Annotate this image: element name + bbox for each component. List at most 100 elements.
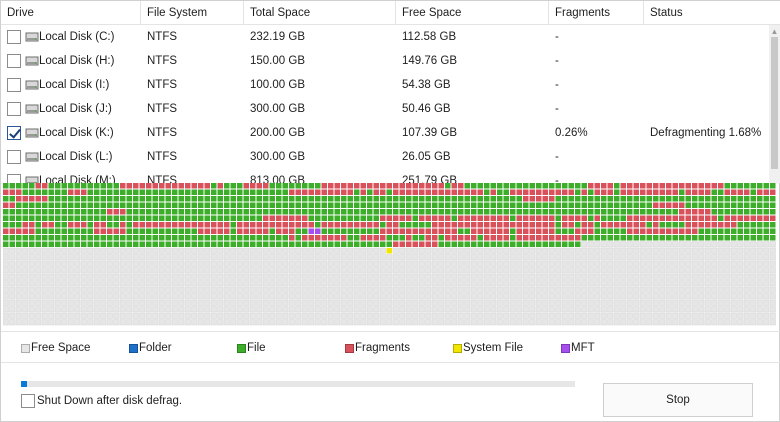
cluster-block: [88, 307, 94, 313]
cluster-block: [699, 229, 705, 235]
cluster-block: [42, 300, 48, 306]
cluster-block: [341, 313, 347, 319]
scroll-up-arrow-icon[interactable]: ▲: [769, 27, 780, 37]
cluster-block: [692, 320, 698, 326]
cluster-block: [575, 209, 581, 215]
cluster-block: [322, 255, 328, 261]
cluster-block: [153, 274, 159, 280]
cluster-block: [530, 242, 536, 248]
cluster-block: [608, 287, 614, 293]
cluster-block: [315, 229, 321, 235]
cluster-block: [673, 183, 679, 189]
cluster-block: [140, 203, 146, 209]
cluster-block: [491, 255, 497, 261]
drive-checkbox[interactable]: [7, 30, 21, 44]
cluster-block: [497, 190, 503, 196]
drive-row[interactable]: Local Disk (K:) NTFS 200.00 GB 107.39 GB 0.2…: [1, 121, 769, 145]
cluster-block: [419, 209, 425, 215]
table-scrollbar[interactable]: ▲: [769, 25, 780, 183]
cluster-block: [263, 222, 269, 228]
cluster-block: [413, 281, 419, 287]
column-header-drive[interactable]: Drive: [1, 1, 141, 25]
scroll-thumb[interactable]: [771, 37, 778, 169]
shutdown-checkbox[interactable]: [21, 394, 35, 408]
cluster-block: [380, 222, 386, 228]
cluster-block: [601, 248, 607, 254]
cluster-block: [192, 300, 198, 306]
cluster-block: [341, 216, 347, 222]
drive-row[interactable]: Local Disk (C:) NTFS 232.19 GB 112.58 GB -: [1, 25, 769, 49]
drive-checkbox[interactable]: [7, 174, 21, 183]
cluster-block: [757, 235, 763, 241]
cluster-block: [569, 203, 575, 209]
cluster-block: [328, 300, 334, 306]
cluster-block: [731, 209, 737, 215]
cluster-block: [81, 196, 87, 202]
drive-row[interactable]: Local Disk (I:) NTFS 100.00 GB 54.38 GB -: [1, 73, 769, 97]
cluster-block: [237, 313, 243, 319]
cluster-block: [699, 203, 705, 209]
cluster-block: [374, 203, 380, 209]
cluster-block: [55, 307, 61, 313]
cluster-block: [218, 313, 224, 319]
cluster-block: [153, 320, 159, 326]
stop-button[interactable]: Stop: [603, 383, 753, 417]
cluster-block: [146, 203, 152, 209]
cluster-block: [400, 242, 406, 248]
cluster-block: [562, 203, 568, 209]
drive-checkbox[interactable]: [7, 126, 21, 140]
cluster-block: [36, 261, 42, 267]
drive-checkbox[interactable]: [7, 78, 21, 92]
cluster-block: [452, 222, 458, 228]
cluster-block: [406, 268, 412, 274]
cluster-block: [614, 281, 620, 287]
cluster-block: [335, 216, 341, 222]
cluster-block: [419, 313, 425, 319]
cluster-block: [692, 235, 698, 241]
cluster-block: [237, 320, 243, 326]
cluster-block: [218, 203, 224, 209]
cluster-block: [530, 216, 536, 222]
cluster-block: [354, 190, 360, 196]
cluster-block: [666, 242, 672, 248]
drive-row[interactable]: Local Disk (J:) NTFS 300.00 GB 50.46 GB -: [1, 97, 769, 121]
cluster-block: [185, 209, 191, 215]
cluster-block: [328, 229, 334, 235]
cluster-block: [426, 196, 432, 202]
column-header-fragments[interactable]: Fragments: [549, 1, 644, 25]
cluster-block: [133, 268, 139, 274]
drive-checkbox[interactable]: [7, 102, 21, 116]
cluster-block: [75, 261, 81, 267]
drive-checkbox[interactable]: [7, 150, 21, 164]
column-header-free-space[interactable]: Free Space: [396, 1, 549, 25]
cluster-block: [211, 313, 217, 319]
column-header-status[interactable]: Status: [644, 1, 780, 25]
cluster-block: [764, 242, 770, 248]
cluster-block: [29, 320, 35, 326]
column-header-total-space[interactable]: Total Space: [244, 1, 396, 25]
drive-row[interactable]: Local Disk (M:) NTFS 813.00 GB 251.79 GB -: [1, 169, 769, 183]
cluster-block: [185, 248, 191, 254]
cluster-block: [692, 300, 698, 306]
cluster-block: [484, 222, 490, 228]
drive-row[interactable]: Local Disk (L:) NTFS 300.00 GB 26.05 GB -: [1, 145, 769, 169]
cluster-block: [504, 190, 510, 196]
drive-row[interactable]: Local Disk (H:) NTFS 150.00 GB 149.76 GB -: [1, 49, 769, 73]
column-header-file-system[interactable]: File System: [141, 1, 244, 25]
cluster-block: [296, 248, 302, 254]
cluster-block: [16, 196, 22, 202]
cluster-block: [29, 294, 35, 300]
cluster-block: [653, 274, 659, 280]
cluster-block: [348, 300, 354, 306]
cluster-block: [419, 190, 425, 196]
cluster-block: [465, 242, 471, 248]
drive-checkbox[interactable]: [7, 54, 21, 68]
cluster-block: [133, 255, 139, 261]
cluster-block: [237, 307, 243, 313]
cluster-block: [348, 190, 354, 196]
cluster-block: [315, 294, 321, 300]
cluster-block: [23, 274, 29, 280]
cluster-block: [419, 320, 425, 326]
cluster-block: [166, 287, 172, 293]
drive-status: [644, 73, 650, 97]
